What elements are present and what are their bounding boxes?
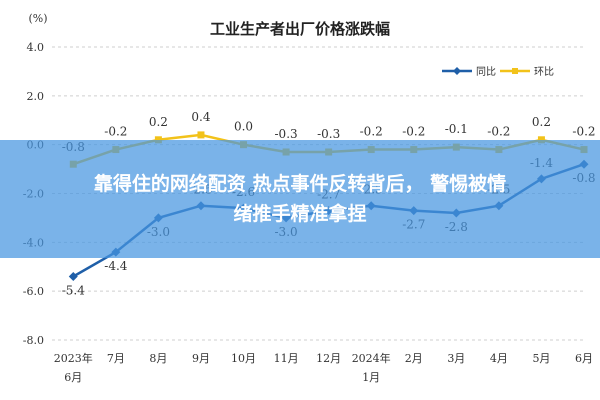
data-label: -0.2 [360, 125, 383, 139]
x-tick-label: 2月 [405, 352, 423, 365]
x-tick-label: 10月 [231, 352, 256, 365]
x-tick-label: 3月 [447, 352, 465, 365]
data-label: -5.4 [62, 284, 86, 298]
x-tick-line: 4月 [490, 352, 508, 365]
data-point [154, 136, 162, 144]
data-point [537, 136, 545, 144]
x-tick-line: 12月 [316, 352, 341, 365]
legend-label: 同比 [476, 66, 496, 78]
overlay-line-1: 靠得住的网络配资 热点事件反转背后， 警惕被情 [93, 173, 507, 195]
y-tick-label: -6.0 [23, 285, 44, 298]
y-tick-label: -8.0 [23, 334, 44, 347]
data-label: 0.2 [149, 115, 168, 129]
x-tick-line: 6月 [575, 352, 593, 365]
data-point [197, 131, 205, 139]
data-label: 0.4 [191, 110, 210, 124]
legend: 同比 环比 [442, 66, 554, 78]
x-tick-label: 6月 [575, 352, 593, 365]
x-tick-line: 6月 [64, 371, 82, 384]
x-tick-label: 9月 [192, 352, 210, 365]
legend-swatch-marker [512, 68, 518, 74]
data-label: 0.0 [234, 120, 253, 134]
x-tick-line: 2023年 [54, 351, 93, 365]
x-tick-label: 12月 [316, 352, 341, 365]
data-label: -0.2 [402, 125, 425, 139]
x-tick-label: 4月 [490, 352, 508, 365]
x-tick-label: 2023年 6月 [54, 351, 93, 384]
x-tick-label: 8月 [149, 352, 167, 365]
data-label: -0.3 [317, 127, 340, 141]
x-tick-line: 5月 [532, 352, 550, 365]
x-tick-line: 3月 [447, 352, 465, 365]
data-label: -0.2 [572, 125, 595, 139]
data-label: -0.2 [104, 125, 127, 139]
x-axis-ticks: 2023年 6月 7月 8月 9月 10月 11月 12月 2024年 1月 2月 3月 4月 5月 6月 [54, 351, 593, 384]
y-tick-label: 2.0 [27, 90, 45, 103]
overlay-banner: 靠得住的网络配资 热点事件反转背后， 警惕被情 绪推手精准拿捏 [0, 140, 600, 258]
data-point [68, 272, 78, 282]
y-axis-unit: (%) [28, 12, 47, 25]
x-tick-line: 1月 [362, 371, 380, 384]
x-tick-line: 10月 [231, 352, 256, 365]
x-tick-line: 11月 [274, 352, 299, 365]
x-tick-line: 9月 [192, 352, 210, 365]
chart-title: 工业生产者出厂价格涨跌幅 [210, 20, 390, 38]
x-tick-line: 2024年 [352, 351, 391, 365]
x-tick-line: 7月 [107, 352, 125, 365]
x-tick-line: 8月 [149, 352, 167, 365]
x-tick-label: 5月 [532, 352, 550, 365]
x-tick-label: 7月 [107, 352, 125, 365]
y-tick-label: 4.0 [27, 41, 45, 54]
data-label: -0.1 [445, 122, 468, 136]
x-tick-line: 2月 [405, 352, 423, 365]
x-tick-label: 2024年 1月 [352, 351, 391, 384]
overlay-line-2: 绪推手精准拿捏 [233, 203, 367, 225]
data-label: -0.2 [487, 125, 510, 139]
x-tick-label: 11月 [274, 352, 299, 365]
data-label: -4.4 [104, 259, 128, 273]
data-label: -0.3 [275, 127, 298, 141]
legend-swatch-marker [453, 67, 461, 75]
legend-label: 环比 [534, 66, 554, 78]
data-label: 0.2 [532, 115, 551, 129]
